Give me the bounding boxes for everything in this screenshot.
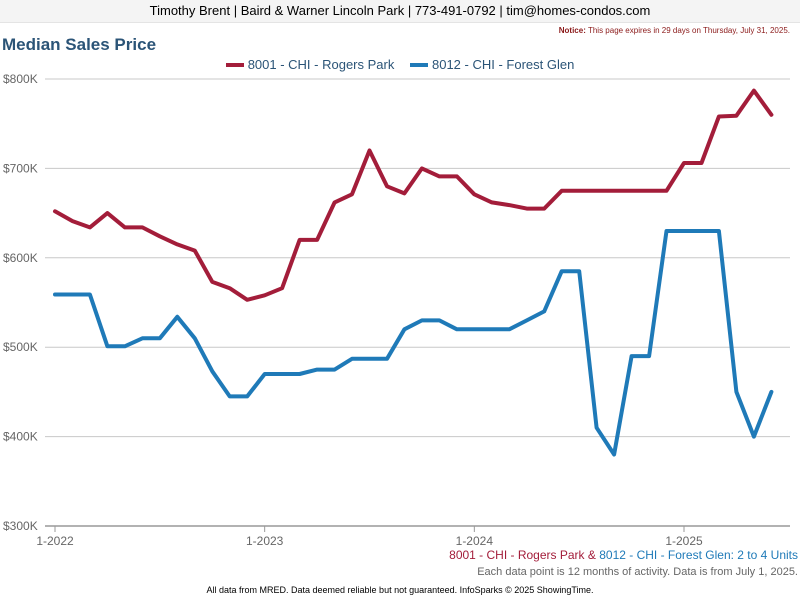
legend-item-forest-glen[interactable]: 8012 - CHI - Forest Glen — [409, 57, 575, 72]
legend-swatch-rogers-park — [225, 62, 244, 67]
y-tick-label-3: $600K — [3, 251, 38, 265]
header-text: Timothy Brent | Baird & Warner Lincoln P… — [149, 3, 651, 18]
x-tick-label-2: 1-2024 — [456, 534, 494, 548]
header-bar: Timothy Brent | Baird & Warner Lincoln P… — [0, 0, 800, 23]
legend-item-rogers-park[interactable]: 8001 - CHI - Rogers Park — [225, 57, 395, 72]
x-tick-label-0: 1-2022 — [36, 534, 74, 548]
series-line-forest-glen — [53, 229, 774, 457]
chart-title: Median Sales Price — [2, 35, 157, 54]
x-tick-label-1: 1-2023 — [246, 534, 284, 548]
legend-swatch-forest-glen — [409, 62, 428, 67]
legend-label-forest-glen: 8012 - CHI - Forest Glen — [431, 57, 575, 72]
y-tick-label-2: $500K — [3, 340, 38, 354]
bottom-label-amp: & — [587, 548, 596, 562]
x-tick-label-3: 1-2025 — [665, 534, 703, 548]
y-tick-label-1: $400K — [3, 430, 38, 444]
notice-text: This page expires in 29 days on Thursday… — [587, 26, 790, 35]
legend-label-rogers-park: 8001 - CHI - Rogers Park — [247, 57, 395, 72]
bottom-label-rogers-park: 8001 - CHI - Rogers Park — [449, 548, 585, 562]
activity-note: Each data point is 12 months of activity… — [477, 566, 798, 578]
footer-disclaimer: All data from MRED. Data deemed reliable… — [206, 585, 594, 595]
bottom-label-unit-type: 2 to 4 Units — [737, 548, 798, 562]
notice-label: Notice: — [558, 26, 586, 35]
chart-legend: 8001 - CHI - Rogers Park 8012 - CHI - Fo… — [0, 57, 800, 72]
series-line-rogers-park — [53, 88, 774, 302]
bottom-label-forest-glen: 8012 - CHI - Forest Glen: — [599, 548, 734, 562]
y-tick-label-0: $300K — [3, 519, 38, 533]
expiry-notice: Notice: This page expires in 29 days on … — [559, 26, 790, 35]
y-tick-label-4: $700K — [3, 161, 38, 175]
y-tick-label-5: $800K — [3, 72, 38, 86]
bottom-series-legend: 8001 - CHI - Rogers Park & 8012 - CHI - … — [449, 548, 798, 562]
